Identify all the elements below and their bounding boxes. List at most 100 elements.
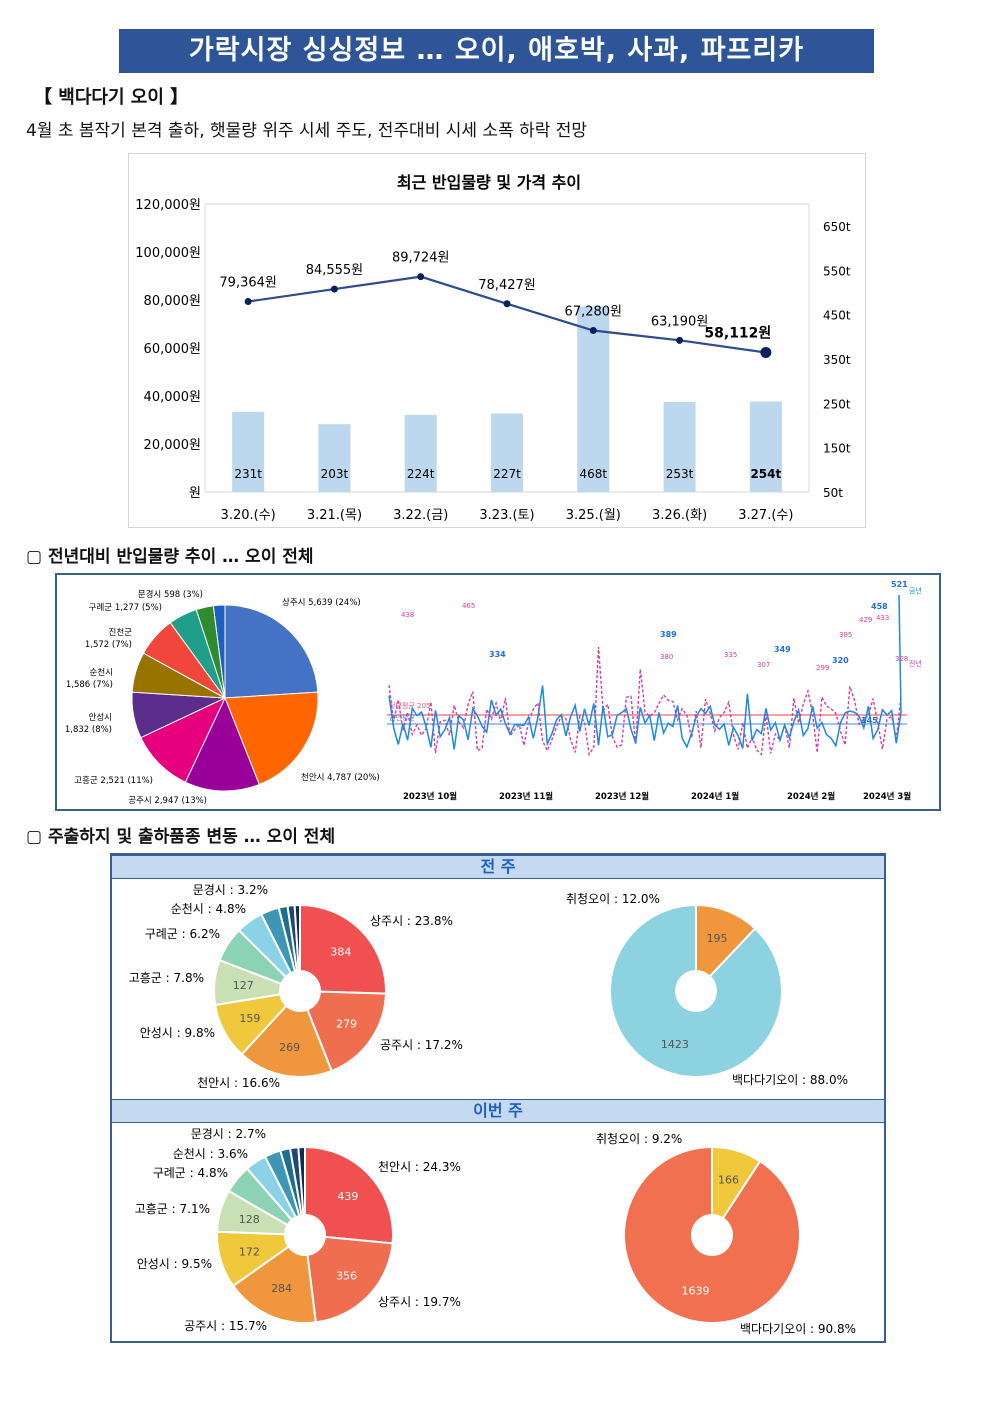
donut-label: 천안시 : 24.3%	[378, 1159, 461, 1174]
left-tick-label: 원	[189, 486, 201, 501]
volume-label: 227t	[493, 467, 521, 481]
price-point	[676, 336, 684, 344]
pie-label: 1,832 (8%)	[65, 725, 112, 735]
donut-slice	[306, 1235, 394, 1324]
donut-label: 순천시 : 3.6%	[173, 1146, 248, 1161]
donut-value: 166	[718, 1173, 739, 1186]
price-point	[589, 327, 597, 335]
price-label: 78,427원	[478, 278, 535, 293]
pie-label: 순천시	[90, 667, 113, 678]
donut-label: 공주시 : 17.2%	[380, 1038, 463, 1052]
donut-slice	[609, 903, 783, 1078]
donut-value: 1639	[681, 1285, 709, 1298]
donut-value: 127	[233, 979, 254, 992]
pie-label: 진천군	[109, 627, 133, 638]
donut-slice	[297, 1145, 306, 1217]
donut-label: 백다다기오이 : 90.8%	[740, 1322, 856, 1336]
donut-label: 상주시 : 23.8%	[370, 914, 453, 928]
left-tick-label: 60,000원	[144, 342, 201, 357]
right-tick-label: 50t	[823, 486, 843, 500]
current-annotation: 389	[660, 630, 677, 639]
donut-label: 상주시 : 19.7%	[378, 1295, 461, 1309]
volume-bar	[663, 402, 696, 492]
price-label: 84,555원	[306, 263, 363, 278]
pie-slice	[184, 696, 260, 792]
page-title: 가락시장 싱싱정보 … 오이, 애호박, 사과, 파프리카	[119, 29, 874, 73]
yearly-volume-panel: 상주시 5,639 (24%) 천안시 4,787 (20%) 공주시 2,947 …	[55, 573, 941, 811]
pie-label: 상주시 5,639 (24%)	[282, 597, 361, 608]
pie-slice	[224, 691, 319, 786]
chart-title: 최근 반입물량 및 가격 추이	[397, 173, 581, 192]
donut-value: 172	[239, 1246, 260, 1259]
pie-slice	[212, 604, 226, 699]
current-annotation: 320	[832, 656, 849, 665]
donut-label: 안성시 : 9.5%	[137, 1257, 212, 1271]
donut-slice	[293, 903, 301, 973]
prev-annotation: 307	[757, 661, 770, 669]
pie-label: 천안시 4,787 (20%)	[301, 772, 380, 783]
section2-heading: ▢ 전년대비 반입물량 추이 … 오이 전체	[26, 547, 314, 567]
price-label: 63,190원	[651, 314, 708, 329]
pie-label: 문경시 598 (3%)	[138, 589, 203, 600]
donut-label: 문경시 : 2.7%	[191, 1127, 266, 1141]
left-tick-label: 40,000원	[144, 390, 201, 405]
x-tick-label: 3.27.(수)	[738, 508, 793, 523]
current-annotation: 458	[871, 602, 888, 611]
prev-annotation: 328	[895, 655, 908, 663]
donut-value: 284	[271, 1282, 292, 1295]
donut-value: 128	[239, 1213, 260, 1226]
donut-label: 고흥군 : 7.8%	[129, 971, 204, 985]
price-volume-chart: 최근 반입물량 및 가격 추이 120,000원 100,000원 80,000원 60…	[128, 153, 866, 528]
prev-annotation: 429	[859, 616, 872, 624]
donut-slice	[299, 903, 387, 995]
price-point	[503, 300, 511, 308]
prev-annotation: 335	[724, 651, 737, 659]
volume-label: 468t	[579, 467, 607, 481]
prev-annotation: 433	[876, 614, 889, 622]
volume-label: 254t	[750, 467, 781, 481]
pie-label: 구례군 1,277 (5%)	[89, 602, 162, 613]
pie-label: 고흥군 2,521 (11%)	[74, 775, 153, 786]
donut-value: 269	[279, 1041, 300, 1054]
series-current-label: 금년	[909, 586, 922, 595]
x-tick-label: 2024년 2월	[787, 791, 835, 802]
pie-label: 공주시 2,947 (13%)	[128, 796, 207, 806]
volume-label: 203t	[321, 467, 349, 481]
donut-slice	[306, 990, 387, 1073]
prev-annotation: 465	[462, 602, 475, 610]
donut-label: 고흥군 : 7.1%	[135, 1202, 210, 1216]
right-tick-label: 350t	[823, 353, 851, 367]
donut-label: 안성시 : 9.8%	[140, 1026, 215, 1040]
donut-value: 159	[239, 1012, 260, 1025]
donut-label: 백다다기오이 : 88.0%	[732, 1073, 848, 1087]
volume-label: 253t	[666, 467, 694, 481]
donut-value: 356	[336, 1269, 357, 1282]
x-tick-label: 2023년 11월	[499, 791, 553, 802]
pie-slice	[224, 604, 319, 699]
donut-label: 공주시 : 15.7%	[184, 1319, 267, 1333]
right-tick-label: 650t	[823, 220, 851, 234]
volume-label: 224t	[407, 467, 435, 481]
volume-bar	[404, 414, 437, 492]
right-tick-label: 150t	[823, 442, 851, 456]
left-tick-label: 120,000원	[135, 198, 201, 213]
donut-value: 195	[707, 932, 728, 945]
pie-label: 1,586 (7%)	[66, 680, 113, 690]
donut-label: 구례군 : 6.2%	[145, 927, 220, 941]
current-annotation: 145	[861, 716, 878, 725]
prev-annotation: 438	[401, 611, 414, 619]
price-label: 67,280원	[565, 305, 622, 320]
current-annotation: 349	[774, 645, 791, 654]
prev-annotation: 380	[660, 653, 673, 661]
summary-text: 4월 초 봄작기 본격 출하, 햇물량 위주 시세 주도, 전주대비 시세 소폭…	[26, 121, 588, 141]
section3-heading: ▢ 주출하지 및 출하품종 변동 … 오이 전체	[26, 827, 336, 847]
donut-label: 구례군 : 4.8%	[153, 1166, 228, 1180]
donut-value: 1423	[661, 1038, 689, 1051]
price-point	[760, 347, 772, 359]
avg-prev-label: 전년평균 205	[389, 701, 430, 710]
left-tick-label: 20,000원	[144, 438, 201, 453]
right-tick-label: 550t	[823, 264, 851, 278]
price-point	[330, 285, 338, 293]
left-tick-label: 80,000원	[144, 294, 201, 309]
donut-slice	[240, 1004, 333, 1078]
